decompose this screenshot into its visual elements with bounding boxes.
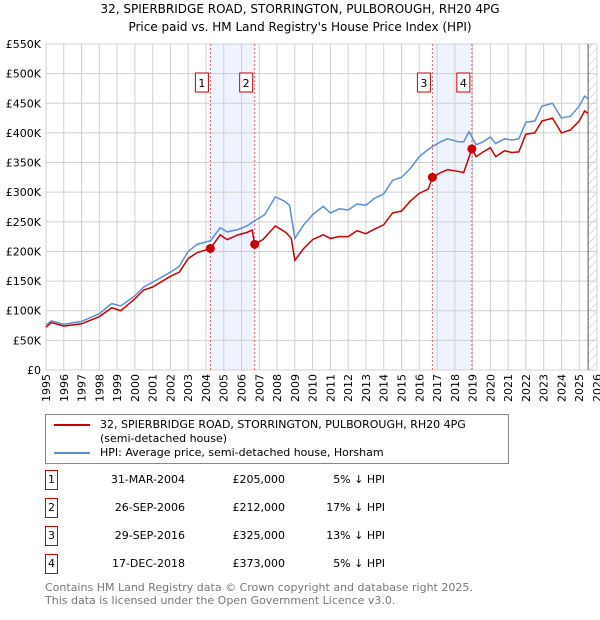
y-tick-label: £200K [6,245,42,258]
y-tick-label: £0 [27,364,41,377]
sale-label: 1 [198,77,205,90]
x-tick-label: 2004 [200,374,213,402]
x-tick-label: 2021 [502,374,515,402]
chart-details: 32, SPIERBRIDGE ROAD, STORRINGTON, PULBO… [45,414,595,607]
legend-swatch-blue [54,452,90,454]
sale-number: 4 [45,554,58,574]
footer: Contains HM Land Registry data © Crown c… [45,581,595,607]
sale-label-box [194,72,209,93]
x-tick-label: 2018 [449,374,462,402]
sale-label: 3 [420,77,427,90]
x-tick-label: 2023 [538,374,551,402]
sale-hpi-diff: 5% ↓ HPI [333,557,385,570]
sales-table: 1 31-MAR-2004 £205,000 5% ↓ HPI 2 26-SEP-2006… [45,470,595,576]
y-tick-label: £350K [6,157,42,170]
x-tick-label: 2000 [129,374,142,402]
x-tick-label: 2015 [395,374,408,402]
sale-label-box [239,72,254,93]
sale-point [467,144,477,154]
x-tick-label: 2017 [431,374,444,402]
sale-label: 2 [243,77,250,90]
y-tick-label: £150K [6,275,42,288]
chart-subtitle: Price paid vs. HM Land Registry's House … [128,20,472,34]
legend-item-property: 32, SPIERBRIDGE ROAD, STORRINGTON, PULBO… [46,418,508,446]
x-tick-label: 2010 [307,374,320,402]
sale-point [250,239,260,249]
sale-row: 3 29-SEP-2016 £325,000 13% ↓ HPI [45,526,595,548]
sale-number: 1 [45,470,58,490]
y-tick-label: £50K [13,334,42,347]
sale-price: £212,000 [232,501,286,514]
x-tick-label: 2025 [573,374,586,402]
sale-date: 26-SEP-2006 [114,501,185,514]
x-tick-label: 1995 [40,374,53,402]
x-tick-label: 2002 [164,374,177,402]
sale-hpi-diff: 17% ↓ HPI [326,501,385,514]
x-tick-label: 2006 [236,374,249,402]
x-tick-label: 2007 [253,374,266,402]
sale-hpi-diff: 13% ↓ HPI [326,529,385,542]
sale-date: 31-MAR-2004 [110,473,185,486]
x-tick-label: 2020 [484,374,497,402]
sale-date: 29-SEP-2016 [114,529,185,542]
legend-label: HPI: Average price, semi-detached house,… [100,446,384,459]
sale-price: £373,000 [232,557,286,570]
y-tick-label: £450K [6,97,42,110]
forecast-hatch [588,44,597,370]
sale-number: 2 [45,498,58,518]
footer-line-1: Contains HM Land Registry data © Crown c… [45,581,473,594]
sale-period-shade [432,44,472,370]
x-tick-label: 1996 [58,374,71,402]
y-tick-label: £400K [6,127,42,140]
y-tick-label: £550K [6,38,42,51]
y-tick-label: £250K [6,216,42,229]
sale-hpi-diff: 5% ↓ HPI [333,473,385,486]
legend: 32, SPIERBRIDGE ROAD, STORRINGTON, PULBO… [45,414,509,464]
sale-price: £325,000 [232,529,286,542]
x-tick-label: 2014 [378,374,391,402]
x-tick-label: 2022 [520,374,533,402]
x-tick-label: 2009 [289,374,302,402]
sale-point [205,243,215,253]
chart-title: 32, SPIERBRIDGE ROAD, STORRINGTON, PULBO… [100,2,500,16]
x-tick-label: 2012 [342,374,355,402]
series-line-property [45,109,589,328]
sale-number: 3 [45,526,58,546]
sale-point [427,172,437,182]
sale-row: 4 17-DEC-2018 £373,000 5% ↓ HPI [45,554,595,576]
x-tick-label: 1999 [111,374,124,402]
x-tick-label: 2001 [147,374,160,402]
x-tick-label: 1998 [93,374,106,402]
x-tick-label: 2013 [360,374,373,402]
x-tick-label: 2026 [591,374,600,402]
price-chart: 1995 1996 1997 1998 1999 2000 2001 2002 2003 2004… [6,38,600,402]
x-tick-label: 2005 [218,374,231,402]
sale-label-box [416,72,431,93]
sale-row: 2 26-SEP-2006 £212,000 17% ↓ HPI [45,498,595,520]
x-tick-label: 1997 [76,374,89,402]
sale-label-box [456,72,471,93]
x-tick-label: 2019 [467,374,480,402]
y-tick-label: £100K [6,305,42,318]
series-line-hpi [45,95,589,326]
sale-label: 4 [460,77,467,90]
x-tick-label: 2016 [413,374,426,402]
y-tick-label: £500K [6,68,42,81]
x-tick-label: 2003 [182,374,195,402]
legend-label: 32, SPIERBRIDGE ROAD, STORRINGTON, PULBO… [100,418,466,445]
footer-line-2: This data is licensed under the Open Gov… [45,594,396,607]
sale-row: 1 31-MAR-2004 £205,000 5% ↓ HPI [45,470,595,492]
x-tick-label: 2024 [555,374,568,402]
y-tick-label: £300K [6,186,42,199]
x-tick-label: 2008 [271,374,284,402]
sale-period-shade [210,44,255,370]
sale-date: 17-DEC-2018 [111,557,185,570]
legend-swatch-red [54,424,90,426]
legend-item-hpi: HPI: Average price, semi-detached house,… [46,446,508,460]
x-tick-label: 2011 [324,374,337,402]
sale-price: £205,000 [232,473,286,486]
